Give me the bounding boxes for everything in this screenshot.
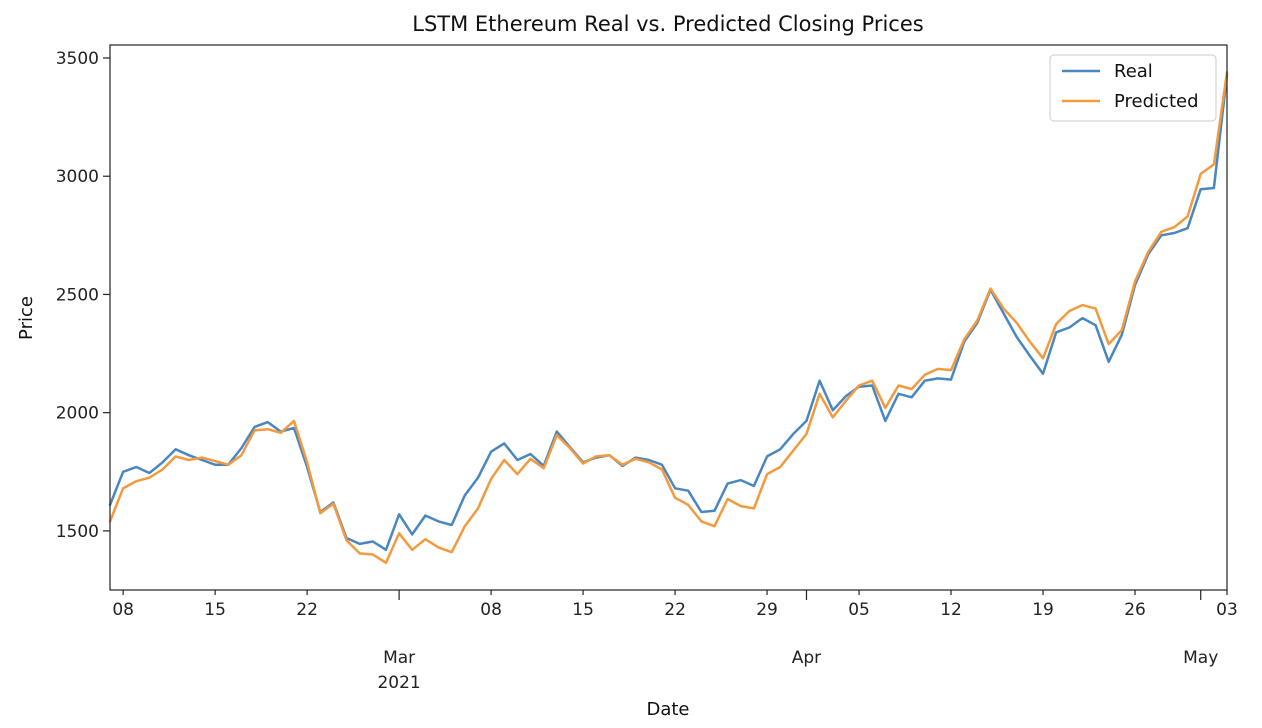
legend: Real Predicted (1049, 54, 1217, 122)
series-line-real (108, 73, 1229, 552)
y-tick-label: 3000 (56, 167, 99, 187)
y-axis-label: Price (16, 296, 37, 340)
x-tick-label: 08 (480, 600, 502, 620)
x-tick-label: 26 (1124, 600, 1146, 620)
plot-frame (109, 44, 1228, 591)
y-axis: 1500 2000 2500 3000 3500 (56, 49, 110, 542)
x-tick-label: 08 (112, 600, 134, 620)
x-tick-label: 29 (756, 600, 778, 620)
x-tick-label: 03 (1216, 600, 1238, 620)
x-major-tick-label: Apr (792, 648, 821, 668)
y-tick-label: 2500 (56, 285, 99, 305)
x-major-tick-label: Mar (383, 648, 415, 668)
series-line-predicted (108, 70, 1229, 565)
series-layer (108, 70, 1229, 565)
legend-label-predicted: Predicted (1114, 91, 1199, 112)
x-tick-label: 15 (572, 600, 594, 620)
y-tick-label: 2000 (56, 404, 99, 424)
x-tick-label: 05 (848, 600, 870, 620)
x-tick-label: 19 (1032, 600, 1054, 620)
chart-title: LSTM Ethereum Real vs. Predicted Closing… (412, 12, 923, 36)
y-tick-label: 3500 (56, 49, 99, 69)
x-axis-label: Date (646, 699, 689, 720)
x-tick-label: 12 (940, 600, 962, 620)
x-major-tick-sublabel: 2021 (377, 673, 420, 693)
x-axis: 08 15 22 08 15 22 29 05 12 19 26 03 Mar 2021 Apr May (112, 590, 1238, 693)
y-tick-label: 1500 (56, 522, 99, 542)
x-tick-label: 22 (296, 600, 318, 620)
x-tick-label: 15 (204, 600, 226, 620)
legend-label-real: Real (1114, 61, 1153, 82)
x-major-tick-label: May (1183, 648, 1218, 668)
x-tick-label: 22 (664, 600, 686, 620)
